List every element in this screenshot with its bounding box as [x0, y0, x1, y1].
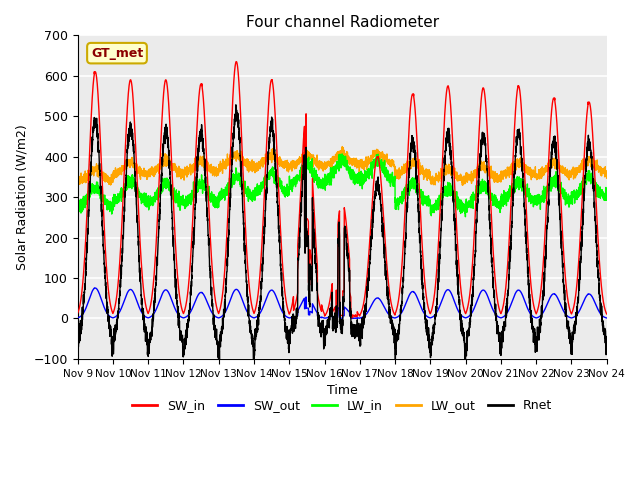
X-axis label: Time: Time — [327, 384, 358, 397]
Text: GT_met: GT_met — [91, 47, 143, 60]
Y-axis label: Solar Radiation (W/m2): Solar Radiation (W/m2) — [15, 124, 28, 270]
Legend: SW_in, SW_out, LW_in, LW_out, Rnet: SW_in, SW_out, LW_in, LW_out, Rnet — [127, 395, 557, 418]
Title: Four channel Radiometer: Four channel Radiometer — [246, 15, 438, 30]
